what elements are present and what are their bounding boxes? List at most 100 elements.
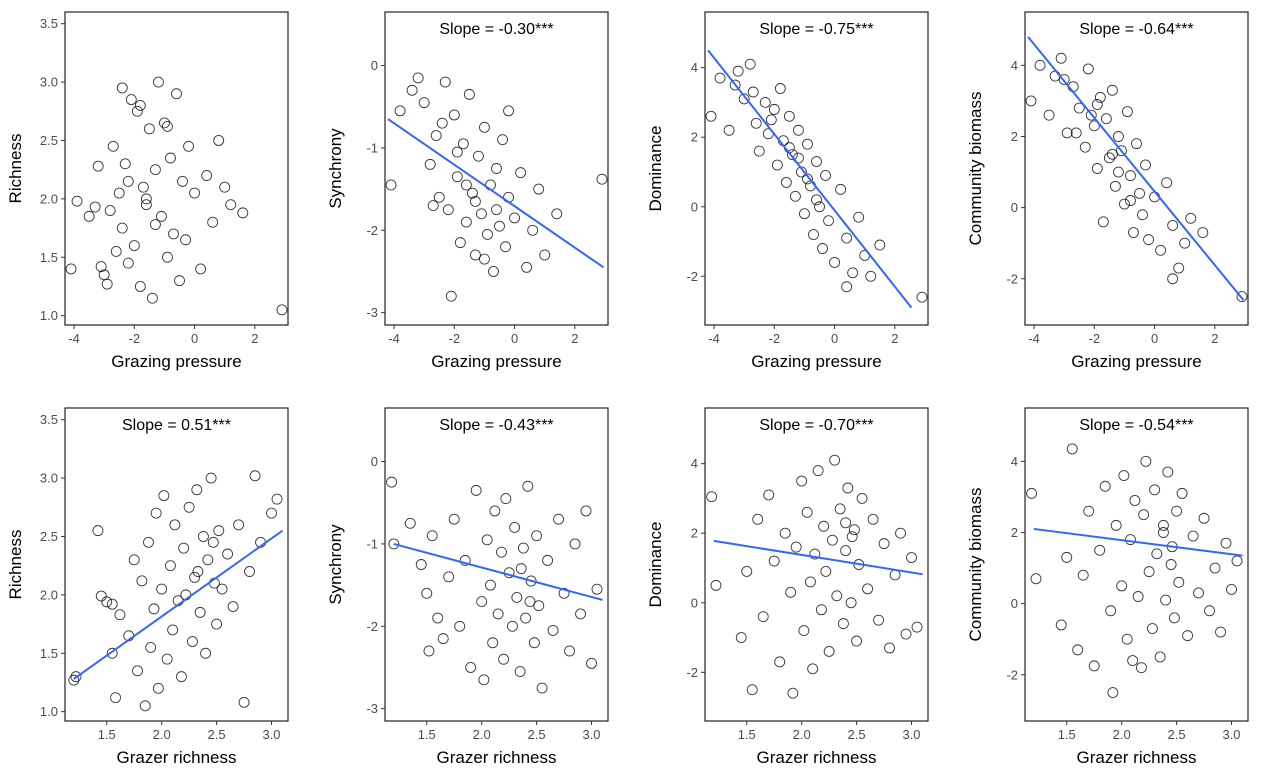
data-point: [811, 194, 822, 206]
data-point: [500, 493, 512, 505]
data-point: [167, 624, 179, 636]
data-point: [478, 121, 490, 133]
data-point: [249, 470, 261, 482]
y-tick-label: 3.0: [40, 471, 58, 486]
data-point: [845, 597, 857, 609]
data-point: [1121, 633, 1133, 645]
x-tick-label: 1.5: [418, 727, 436, 742]
data-point: [1209, 562, 1221, 574]
data-point: [818, 520, 830, 532]
data-point: [276, 304, 288, 316]
x-tick-label: 2.0: [793, 727, 811, 742]
data-point: [92, 525, 104, 537]
data-point: [436, 117, 448, 129]
data-point: [807, 663, 819, 675]
data-point: [591, 583, 603, 595]
data-point: [884, 642, 896, 654]
y-tick-label: 0: [371, 58, 378, 73]
data-point: [511, 591, 523, 603]
data-point: [808, 229, 819, 241]
data-point: [137, 181, 149, 193]
x-axis-title: Grazer richness: [437, 748, 557, 767]
data-point: [1157, 519, 1169, 531]
data-point: [1066, 443, 1078, 455]
data-point: [1116, 580, 1128, 592]
regression-line: [393, 542, 603, 601]
data-point: [841, 281, 853, 293]
data-point: [509, 521, 521, 533]
data-point: [539, 249, 551, 261]
x-tick-label: 2.0: [153, 727, 171, 742]
data-point: [116, 222, 128, 234]
data-point: [1097, 216, 1109, 228]
data-point: [1215, 626, 1226, 638]
panel-synchrony-vs-grazing-pressure: -4 -2 0 2 -3 -2 -1 0 Slope = -0.30*** Grazing pre…: [326, 11, 609, 371]
data-point: [233, 519, 245, 531]
data-point: [498, 653, 510, 665]
data-point: [528, 637, 540, 649]
data-point: [856, 492, 868, 504]
data-point: [211, 618, 223, 630]
data-point: [432, 612, 444, 624]
data-point: [812, 465, 824, 477]
data-point: [865, 270, 877, 282]
data-point: [1100, 113, 1112, 125]
data-point: [714, 72, 726, 84]
data-point: [1143, 566, 1155, 578]
regression-line: [1027, 36, 1245, 301]
data-point: [1122, 106, 1133, 118]
data-point: [878, 538, 890, 550]
y-tick-label: -2: [366, 223, 378, 238]
data-point: [1070, 127, 1082, 139]
data-point: [466, 187, 478, 199]
y-tick-label: 4: [691, 60, 698, 75]
y-axis-title: Synchrony: [326, 128, 345, 209]
data-point: [406, 84, 418, 96]
panel-richness-vs-grazing-pressure: -4 -2 0 2 1.0 1.5 2.0 2.5 3.0 3.5 Grazing pressure…: [6, 11, 289, 371]
data-point: [478, 674, 490, 686]
y-tick-label: 2: [1011, 525, 1018, 540]
data-point: [394, 105, 406, 117]
data-point: [1198, 512, 1210, 524]
data-point: [143, 536, 154, 548]
data-point: [430, 130, 442, 142]
data-point: [741, 566, 753, 577]
data-point: [488, 266, 499, 277]
data-point: [482, 228, 493, 240]
data-point: [71, 195, 83, 207]
data-point: [213, 135, 225, 146]
data-point: [106, 598, 118, 610]
data-point: [1187, 530, 1199, 542]
data-point: [1167, 273, 1179, 285]
x-axis-title: Grazer richness: [117, 748, 237, 767]
data-point: [1061, 551, 1073, 563]
data-point: [139, 700, 151, 712]
y-axis-title: Richness: [6, 134, 25, 204]
x-axis-title: Grazer richness: [757, 748, 877, 767]
data-point: [846, 531, 858, 543]
data-point: [1106, 84, 1118, 96]
data-point: [433, 191, 445, 203]
y-tick-label: -2: [686, 665, 698, 680]
data-point: [753, 145, 765, 157]
x-tick-label: -4: [68, 331, 80, 346]
data-point: [1162, 466, 1174, 478]
data-point: [162, 121, 173, 132]
data-point: [1231, 555, 1243, 567]
data-point: [454, 237, 466, 249]
panel-dominance-vs-grazer-richness: 1.5 2.0 2.5 3.0 -2 0 2 4 Slope = -0.70*** Grazer …: [646, 407, 929, 767]
data-point: [174, 275, 185, 287]
data-point: [798, 208, 810, 220]
data-point: [801, 506, 813, 518]
x-tick-label: 0: [191, 331, 198, 346]
data-point: [494, 220, 505, 232]
data-point: [183, 501, 195, 513]
data-point: [244, 566, 256, 577]
data-point: [443, 571, 455, 583]
data-point: [1226, 583, 1237, 595]
data-point: [492, 608, 504, 620]
data-point: [531, 530, 543, 542]
data-point: [445, 290, 457, 302]
data-point: [225, 199, 237, 211]
data-point: [1129, 495, 1141, 506]
